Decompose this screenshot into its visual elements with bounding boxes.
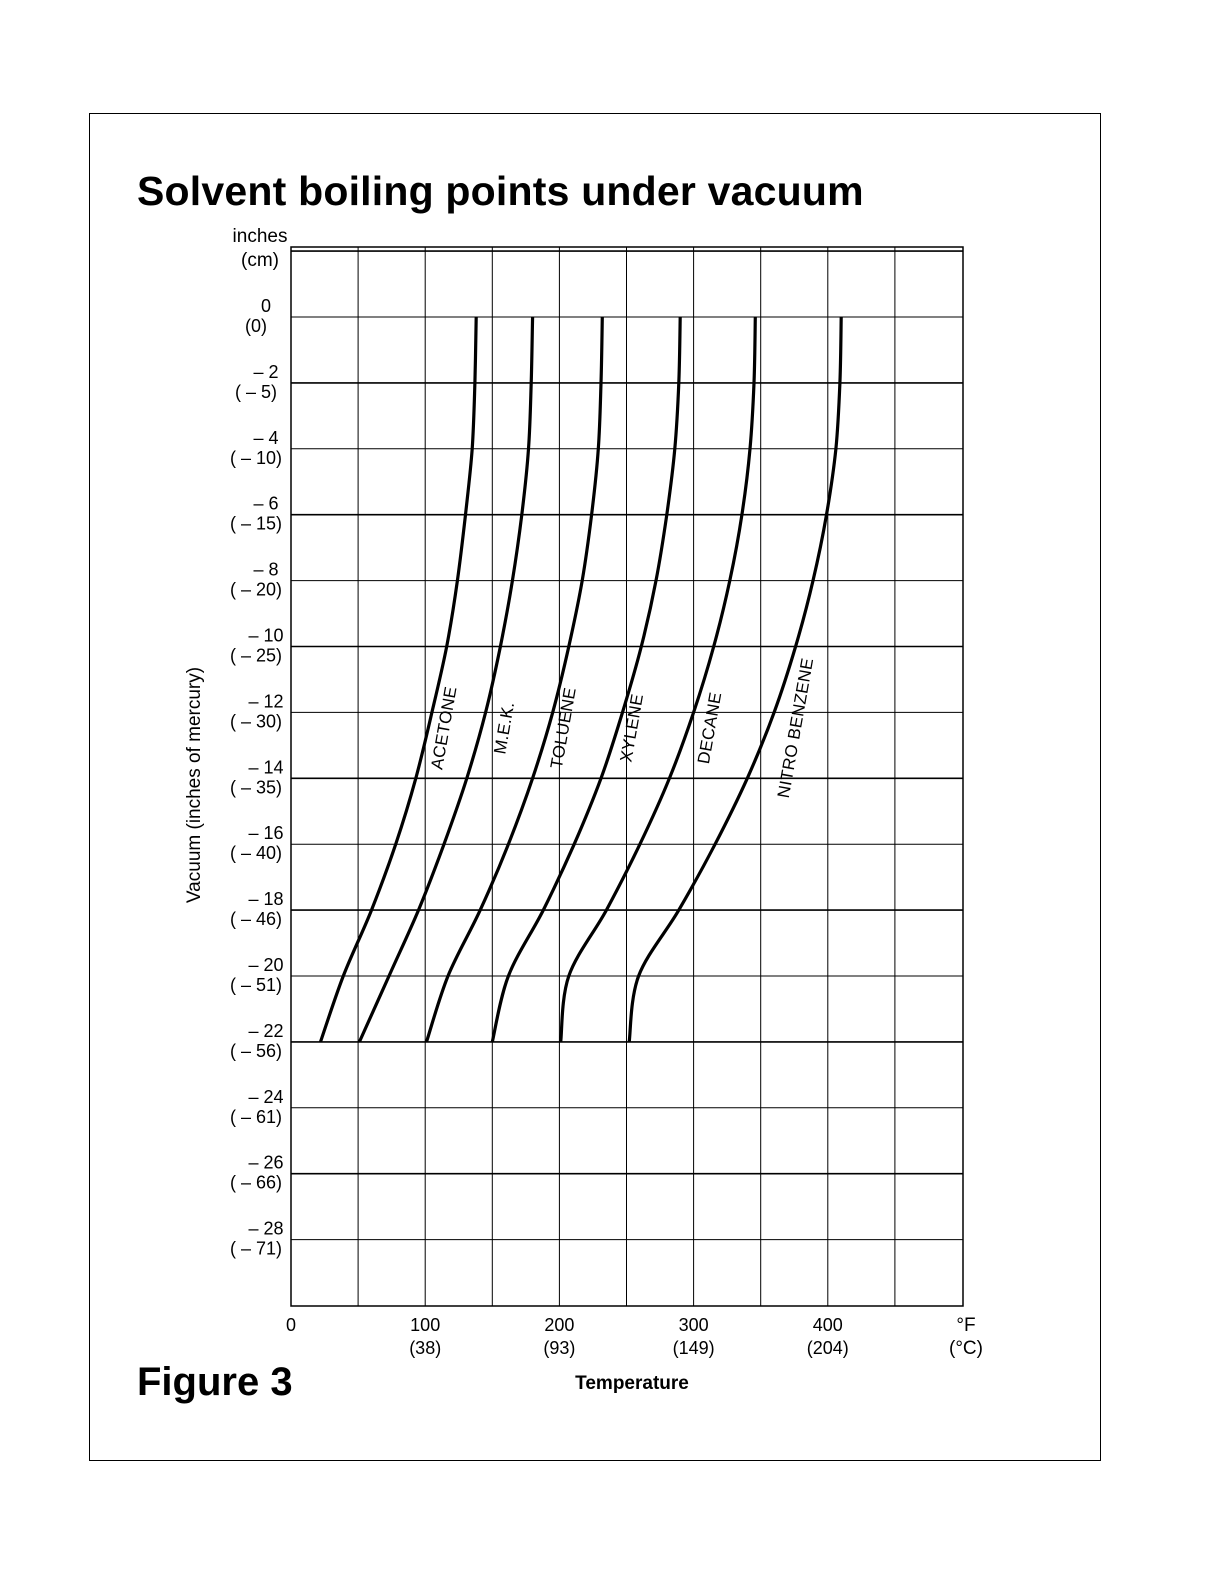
- series-label: ACETONE: [427, 685, 460, 771]
- y-tick-label: – 26: [248, 1153, 283, 1173]
- x-tick-label: 100: [410, 1315, 440, 1335]
- y-tick-label: – 24: [248, 1087, 283, 1107]
- y-tick-sublabel: ( – 30): [230, 711, 282, 731]
- x-tick-sublabel: (38): [409, 1338, 441, 1358]
- series-line-1: [357, 316, 535, 1043]
- series-line-4: [559, 316, 757, 1043]
- series-label: XYLENE: [616, 692, 647, 763]
- y-tick-sublabel: ( – 66): [230, 1173, 282, 1193]
- series-line-3: [490, 316, 682, 1043]
- y-tick-label: – 28: [248, 1219, 283, 1239]
- x-axis-label: Temperature: [575, 1373, 689, 1394]
- x-tick-label: 0: [286, 1315, 296, 1335]
- y-tick-label: – 16: [248, 823, 283, 843]
- y-tick-label: – 10: [248, 626, 283, 646]
- series-line-0: [318, 316, 478, 1043]
- x-tick-sublabel: (149): [673, 1338, 715, 1358]
- y-tick-label: – 2: [253, 362, 278, 382]
- y-tick-sublabel: ( – 5): [235, 382, 277, 402]
- x-tick-label: 200: [544, 1315, 574, 1335]
- tick-labels: 0 100(38)200(93)300(149)400(204)0(0)– 2( …: [230, 296, 849, 1358]
- y-tick-sublabel: ( – 71): [230, 1239, 282, 1259]
- series-line-2: [424, 316, 604, 1043]
- y-tick-label: – 12: [248, 691, 283, 711]
- y-tick-label: – 22: [248, 1021, 283, 1041]
- x-tick-label: 400: [813, 1315, 843, 1335]
- chart-title: Solvent boiling points under vacuum: [137, 168, 864, 214]
- y-tick-label: – 6: [253, 494, 278, 514]
- y-tick-sublabel: ( – 61): [230, 1107, 282, 1127]
- series-label: M.E.K.: [490, 700, 518, 755]
- y-axis-label: Vacuum (inches of mercury): [184, 667, 205, 903]
- x-tick-sublabel: (204): [807, 1338, 849, 1358]
- y-tick-label: – 20: [248, 955, 283, 975]
- series-line-5: [627, 316, 843, 1043]
- y-tick-label: – 14: [248, 757, 283, 777]
- y-tick-label: – 4: [253, 428, 278, 448]
- y-tick-sublabel: ( – 35): [230, 777, 282, 797]
- x-tick-label: 300: [679, 1315, 709, 1335]
- y-tick-sublabel: ( – 46): [230, 909, 282, 929]
- y-tick-sublabel: ( – 10): [230, 448, 282, 468]
- y-tick-sublabel: ( – 40): [230, 843, 282, 863]
- y-tick-sublabel: ( – 56): [230, 1041, 282, 1061]
- x-tick-sublabel: (93): [543, 1338, 575, 1358]
- y-tick-label: 0: [261, 296, 271, 316]
- y-tick-label: – 18: [248, 889, 283, 909]
- y-tick-sublabel: ( – 25): [230, 646, 282, 666]
- figure-label: Figure 3: [137, 1360, 293, 1404]
- y-tick-sublabel: (0): [245, 316, 267, 336]
- y-tick-sublabel: ( – 15): [230, 514, 282, 534]
- y-tick-sublabel: ( – 51): [230, 975, 282, 995]
- y-tick-sublabel: ( – 20): [230, 580, 282, 600]
- series-lines: ACETONE M.E.K. TOLUENE XYLENE DECANE NITRO BE…: [318, 316, 843, 1043]
- x-unit-alt-label: (°C): [949, 1338, 983, 1359]
- y-unit-label: inches: [233, 226, 288, 247]
- y-unit-alt-label: (cm): [241, 250, 279, 271]
- series-label: TOLUENE: [547, 686, 580, 770]
- grid: [290, 246, 964, 1307]
- y-tick-label: – 8: [253, 560, 278, 580]
- x-unit-label: °F: [956, 1315, 975, 1336]
- figure-frame: [89, 113, 1101, 1461]
